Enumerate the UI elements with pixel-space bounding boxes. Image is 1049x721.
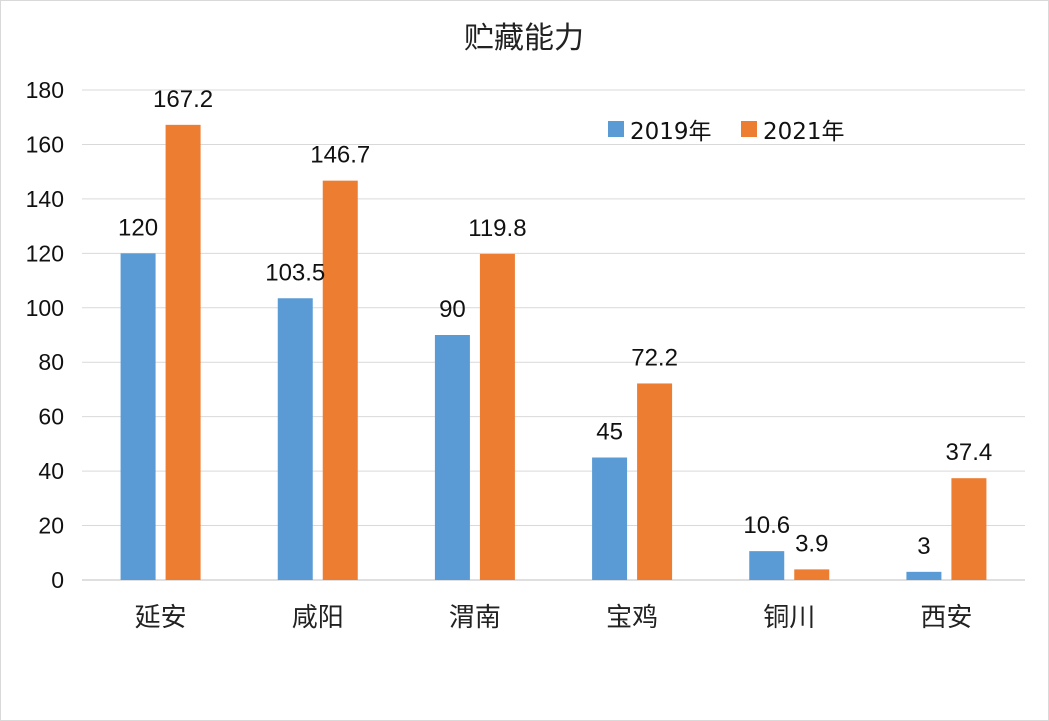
data-label: 146.7 bbox=[310, 142, 370, 169]
legend: 2019年 2021年 bbox=[608, 119, 845, 145]
y-tick-label: 60 bbox=[38, 404, 64, 430]
data-label: 45 bbox=[596, 419, 623, 446]
bar-0-0 bbox=[120, 253, 156, 581]
legend-swatch bbox=[608, 121, 624, 137]
x-category-label: 咸阳 bbox=[292, 603, 344, 633]
bar-0-3 bbox=[592, 457, 628, 580]
y-tick-label: 180 bbox=[26, 77, 64, 103]
x-axis: 延安 咸阳 渭南 宝鸡 铜川 西安 bbox=[135, 603, 973, 633]
legend-entry: 2021年 bbox=[763, 119, 845, 145]
y-tick-label: 140 bbox=[26, 186, 64, 212]
y-tick-label: 0 bbox=[51, 567, 64, 593]
gridlines bbox=[82, 89, 1025, 581]
bar-1-4 bbox=[794, 569, 830, 580]
data-label: 167.2 bbox=[153, 86, 213, 113]
x-category-label: 西安 bbox=[920, 603, 972, 633]
legend-swatch bbox=[741, 121, 757, 137]
bar-0-4 bbox=[749, 551, 785, 580]
bar-1-3 bbox=[637, 383, 673, 580]
bar-1-2 bbox=[479, 253, 515, 580]
bar-1-0 bbox=[165, 124, 201, 580]
y-tick-label: 160 bbox=[26, 131, 64, 157]
data-label: 120 bbox=[118, 214, 158, 241]
data-label: 3 bbox=[917, 533, 930, 560]
bar-0-5 bbox=[906, 571, 942, 580]
y-tick-label: 20 bbox=[38, 513, 64, 539]
data-label: 103.5 bbox=[265, 259, 325, 286]
chart-title: 贮藏能力 bbox=[464, 21, 584, 56]
legend-entry: 2019年 bbox=[630, 119, 712, 145]
data-label: 119.8 bbox=[468, 215, 526, 242]
bar-series bbox=[120, 124, 987, 581]
data-label: 90 bbox=[439, 296, 466, 323]
bar-1-1 bbox=[322, 180, 358, 580]
x-category-label: 宝鸡 bbox=[606, 603, 658, 633]
data-label: 37.4 bbox=[946, 439, 993, 466]
x-category-label: 渭南 bbox=[449, 603, 501, 633]
bar-1-5 bbox=[951, 478, 987, 580]
y-tick-label: 120 bbox=[26, 240, 64, 266]
y-axis: 0 20 40 60 80 100 120 140 160 180 bbox=[26, 77, 64, 593]
y-tick-label: 100 bbox=[26, 295, 64, 321]
data-label: 72.2 bbox=[631, 344, 678, 371]
bar-0-2 bbox=[434, 335, 470, 580]
x-category-label: 铜川 bbox=[763, 603, 815, 633]
data-labels: 120 167.2 103.5 146.7 90 119.8 45 72.2 10.63.9 3 3… bbox=[118, 86, 992, 560]
y-tick-label: 80 bbox=[38, 349, 64, 375]
data-label: 3.9 bbox=[795, 530, 828, 557]
bar-0-1 bbox=[277, 298, 313, 580]
x-category-label: 延安 bbox=[135, 603, 187, 633]
y-tick-label: 40 bbox=[38, 458, 64, 484]
data-label: 10.6 bbox=[743, 512, 790, 539]
